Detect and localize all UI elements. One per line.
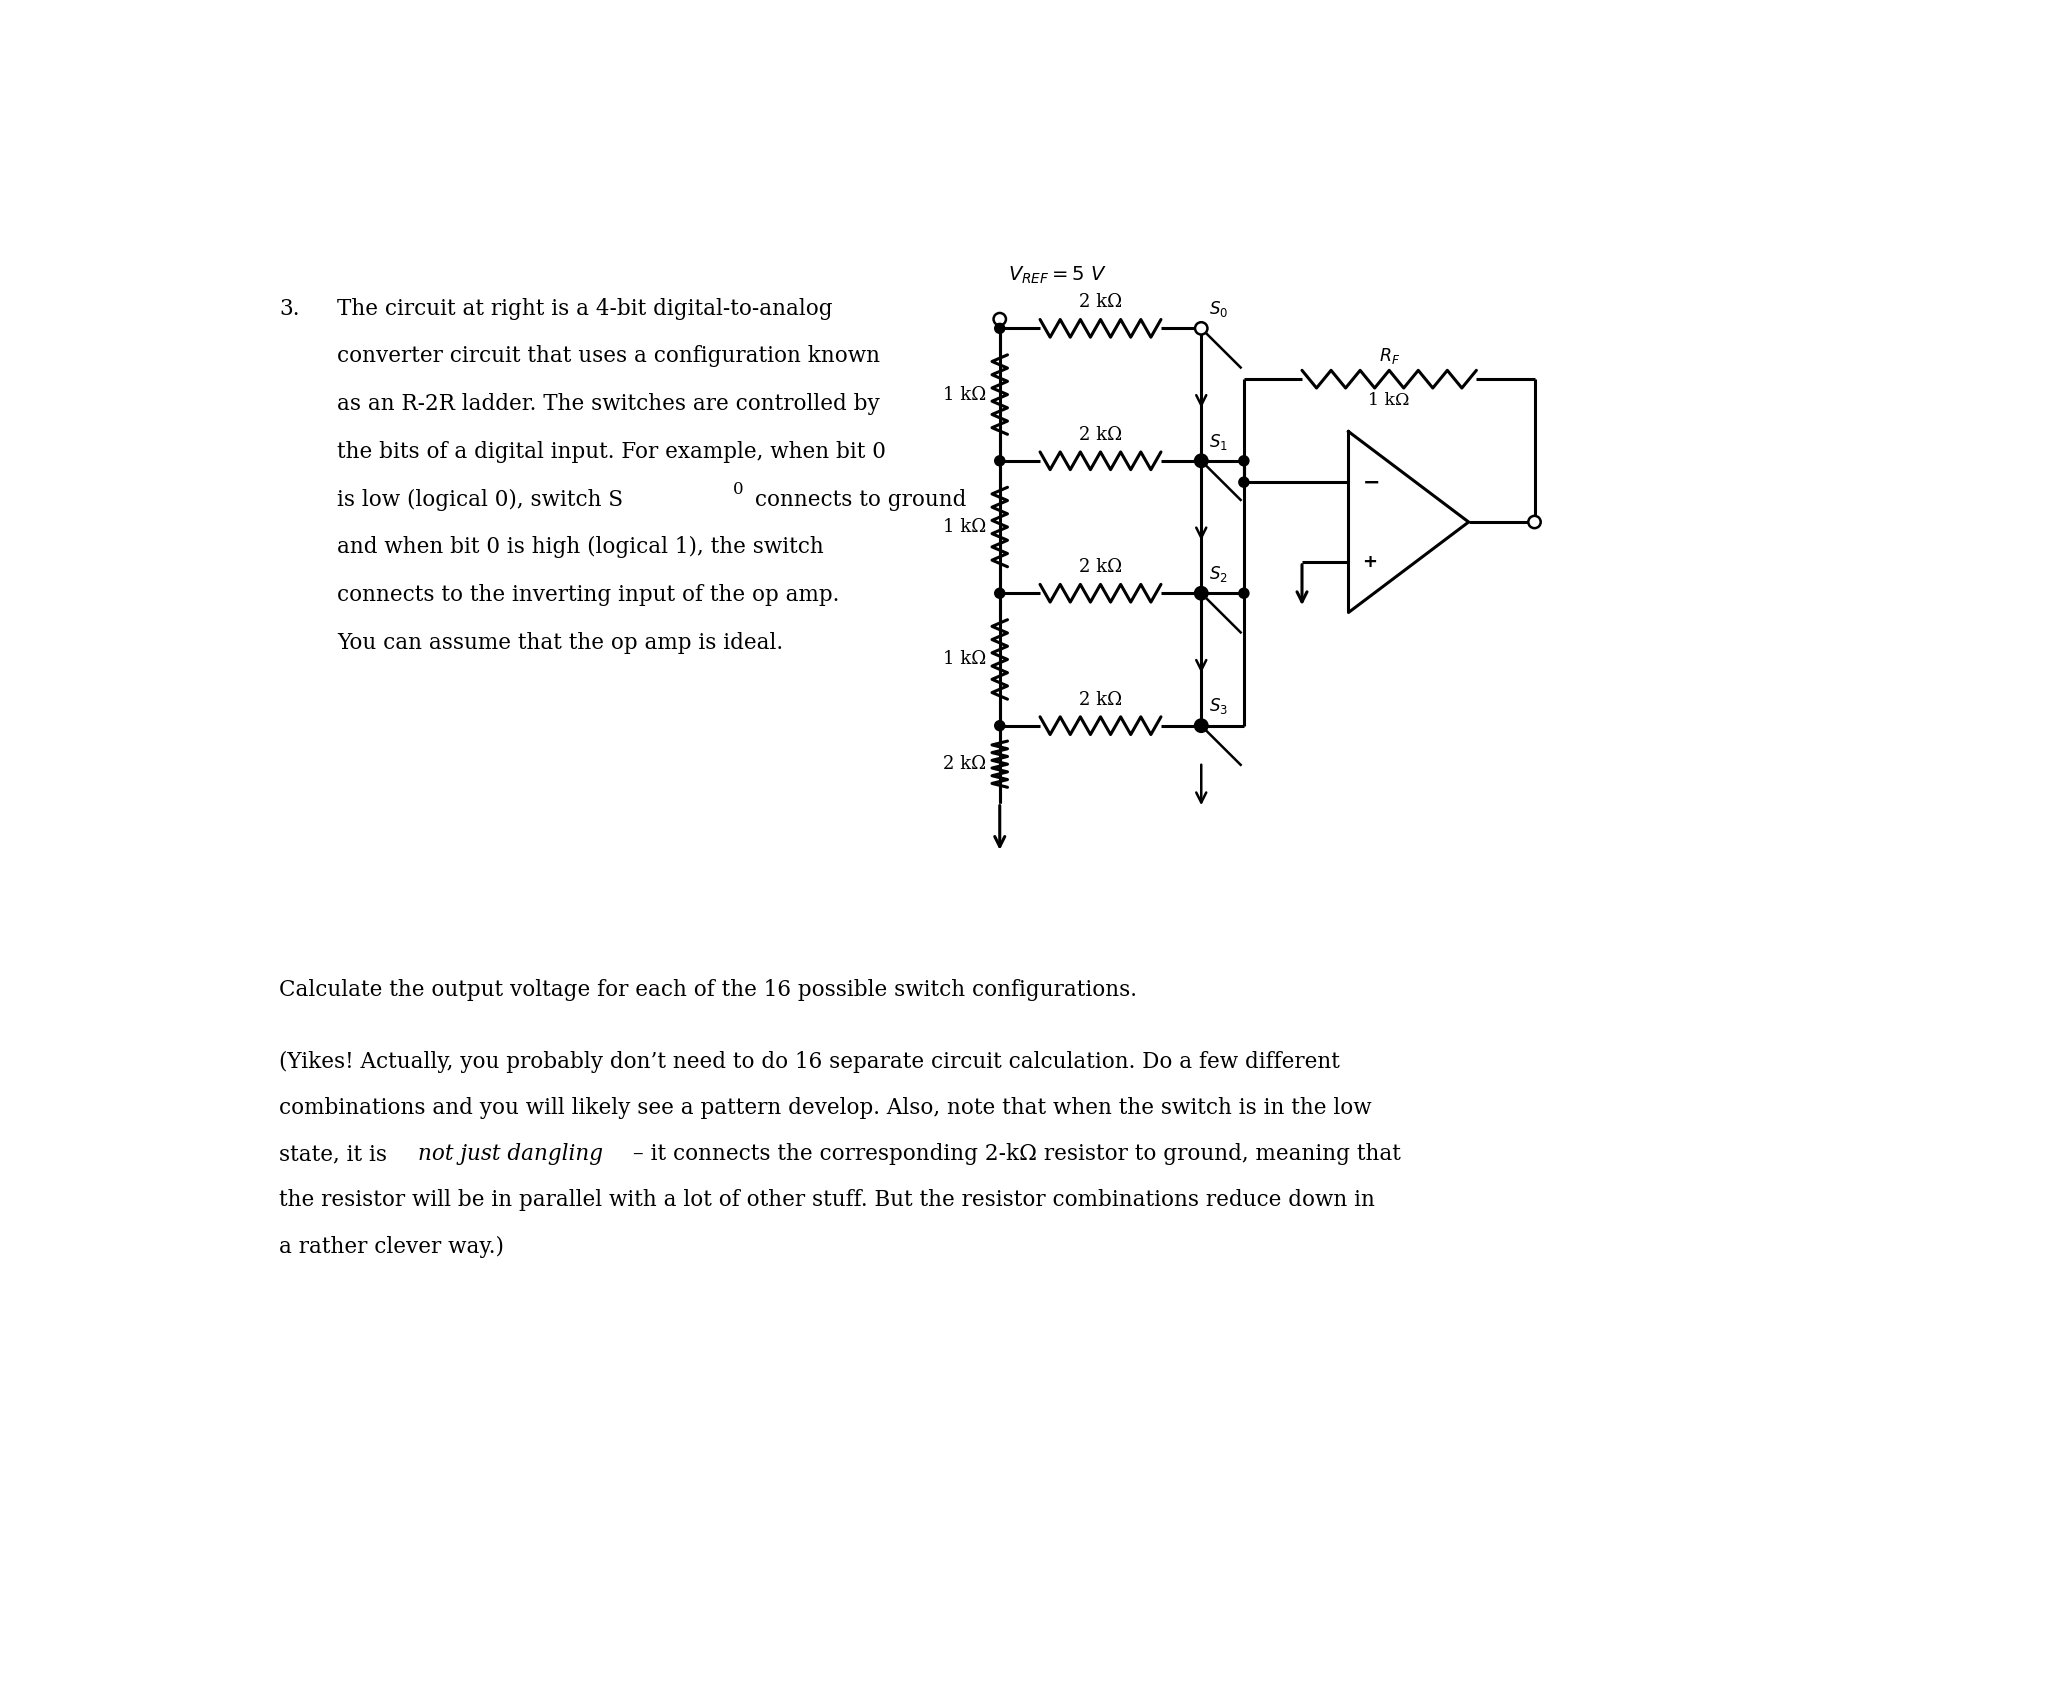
Circle shape	[1195, 588, 1207, 600]
Text: the bits of a digital input. For example, when bit 0: the bits of a digital input. For example…	[338, 441, 886, 463]
Circle shape	[1528, 515, 1541, 529]
Circle shape	[1195, 455, 1207, 466]
Text: as an R-2R ladder. The switches are controlled by: as an R-2R ladder. The switches are cont…	[338, 392, 880, 414]
Text: and when bit 0 is high (logical 1), the switch: and when bit 0 is high (logical 1), the …	[338, 536, 825, 559]
Circle shape	[994, 456, 1005, 466]
Text: not just dangling: not just dangling	[419, 1143, 604, 1165]
Text: (Yikes! Actually, you probably don’t need to do 16 separate circuit calculation.: (Yikes! Actually, you probably don’t nee…	[278, 1051, 1340, 1073]
Circle shape	[994, 588, 1005, 598]
Circle shape	[994, 313, 1007, 325]
Circle shape	[1197, 721, 1207, 731]
Text: 1 kΩ: 1 kΩ	[943, 650, 986, 669]
Text: $S_3$: $S_3$	[1209, 697, 1228, 716]
Text: connects to the inverting input of the op amp.: connects to the inverting input of the o…	[338, 584, 839, 606]
Circle shape	[1197, 323, 1207, 333]
Text: $S_2$: $S_2$	[1209, 564, 1228, 584]
Text: $S_1$: $S_1$	[1209, 431, 1228, 451]
Text: $V_{REF}$$= 5\ V$: $V_{REF}$$= 5\ V$	[1007, 264, 1107, 286]
Text: is low (logical 0), switch S: is low (logical 0), switch S	[338, 488, 624, 510]
Circle shape	[1195, 322, 1207, 335]
Circle shape	[1197, 588, 1207, 598]
Circle shape	[1238, 477, 1248, 487]
Text: a rather clever way.): a rather clever way.)	[278, 1236, 503, 1258]
Text: – it connects the corresponding 2-kΩ resistor to ground, meaning that: – it connects the corresponding 2-kΩ res…	[626, 1143, 1402, 1165]
Text: 2 kΩ: 2 kΩ	[1078, 293, 1121, 312]
Text: 3.: 3.	[278, 298, 299, 320]
Text: state, it is: state, it is	[278, 1143, 395, 1165]
Circle shape	[1238, 588, 1248, 598]
Text: 2 kΩ: 2 kΩ	[1078, 559, 1121, 576]
Circle shape	[1197, 721, 1207, 731]
Text: 1 kΩ: 1 kΩ	[943, 519, 986, 536]
Text: $S_0$: $S_0$	[1209, 300, 1228, 320]
Text: Calculate the output voltage for each of the 16 possible switch configurations.: Calculate the output voltage for each of…	[278, 978, 1138, 1000]
Text: +: +	[1363, 552, 1377, 571]
Circle shape	[1197, 456, 1207, 466]
Circle shape	[1197, 456, 1207, 466]
Circle shape	[1238, 456, 1248, 466]
Circle shape	[1195, 719, 1207, 733]
Text: combinations and you will likely see a pattern develop. Also, note that when the: combinations and you will likely see a p…	[278, 1096, 1371, 1118]
Text: $R_F$: $R_F$	[1379, 347, 1399, 365]
Text: converter circuit that uses a configuration known: converter circuit that uses a configurat…	[338, 345, 880, 367]
Text: 2 kΩ: 2 kΩ	[1078, 690, 1121, 709]
Text: 1 kΩ: 1 kΩ	[1369, 392, 1410, 409]
Text: the resistor will be in parallel with a lot of other stuff. But the resistor com: the resistor will be in parallel with a …	[278, 1189, 1375, 1211]
Text: You can assume that the op amp is ideal.: You can assume that the op amp is ideal.	[338, 632, 784, 653]
Text: −: −	[1363, 472, 1379, 492]
Text: The circuit at right is a 4-bit digital-to-analog: The circuit at right is a 4-bit digital-…	[338, 298, 833, 320]
Text: 2 kΩ: 2 kΩ	[1078, 426, 1121, 445]
Text: 0: 0	[732, 482, 743, 498]
Circle shape	[994, 721, 1005, 731]
Text: connects to ground: connects to ground	[749, 488, 966, 510]
Text: 2 kΩ: 2 kΩ	[943, 754, 986, 773]
Circle shape	[994, 323, 1005, 333]
Text: 1 kΩ: 1 kΩ	[943, 386, 986, 404]
Circle shape	[1197, 588, 1207, 598]
